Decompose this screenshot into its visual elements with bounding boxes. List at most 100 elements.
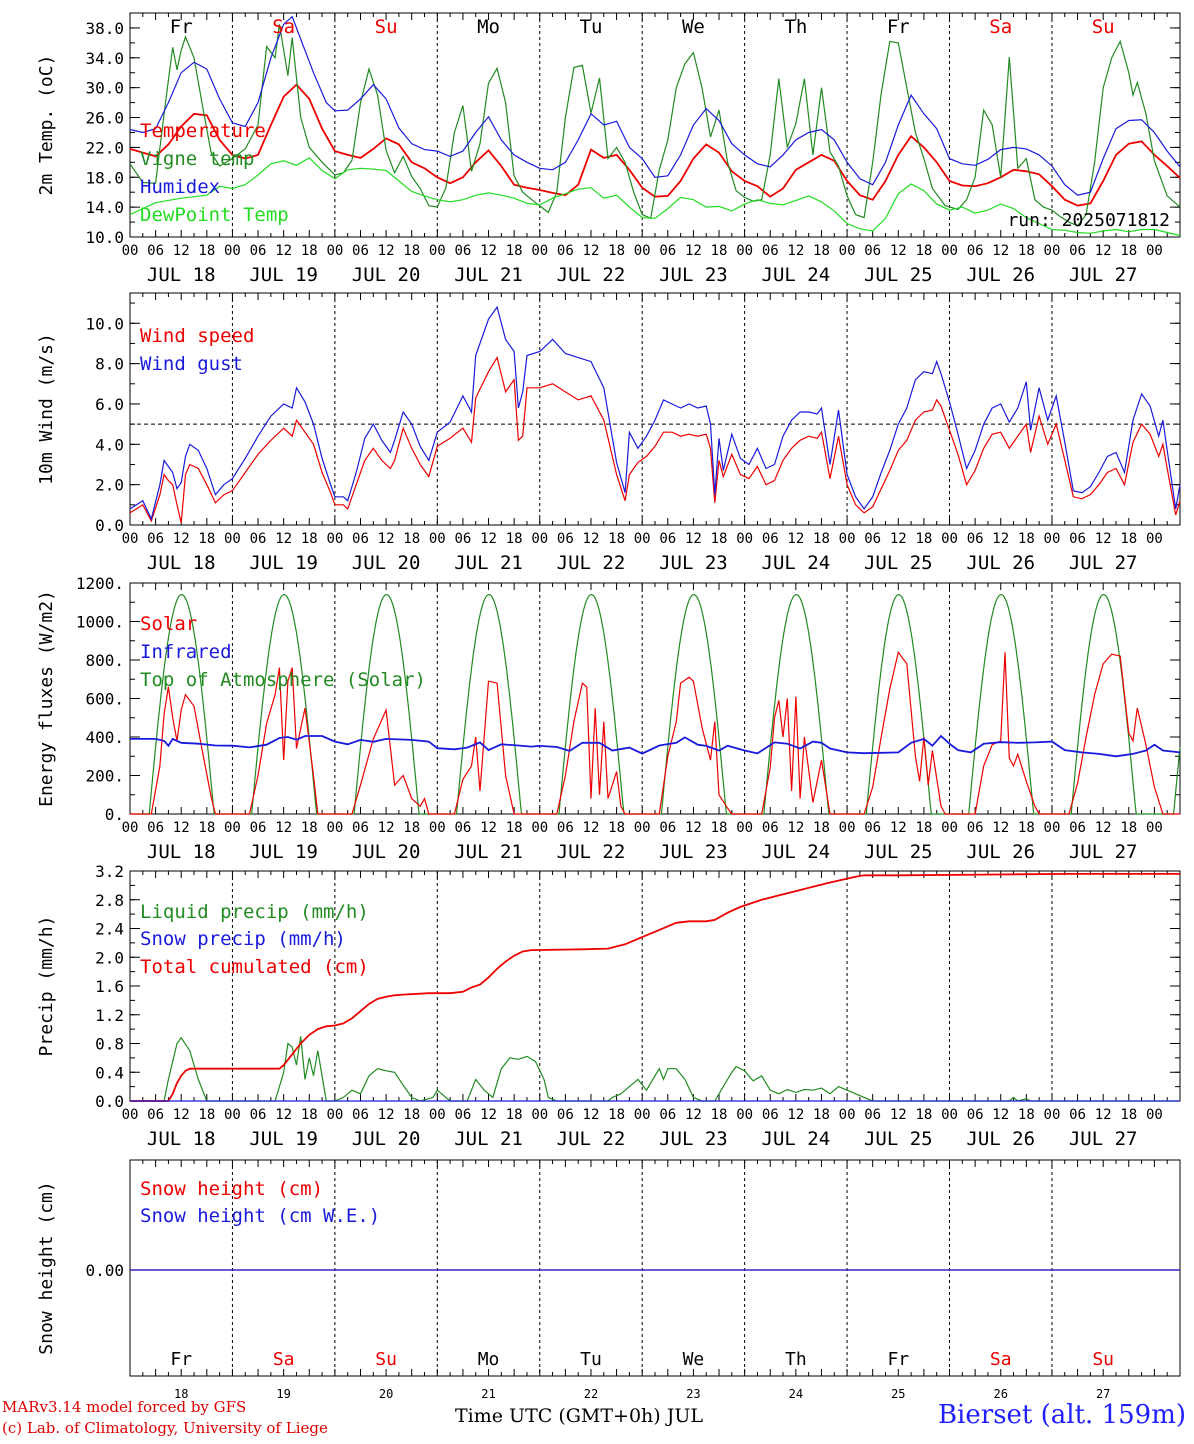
hour-label: 00: [1146, 531, 1163, 547]
hour-label: 18: [403, 243, 420, 259]
date-label: JUL 24: [762, 264, 831, 286]
hour-label: 06: [557, 531, 574, 547]
y-tick-label: 18.0: [85, 168, 124, 187]
legend-entry: Snow height (cm W.E.): [140, 1205, 380, 1227]
date-label: JUL 21: [454, 264, 523, 286]
hour-label: 00: [326, 243, 343, 259]
hour-label: 00: [736, 1107, 753, 1123]
date-label: JUL 26: [966, 1128, 1035, 1150]
hour-label: 12: [275, 243, 292, 259]
date-label: JUL 19: [249, 841, 318, 863]
hour-label: 06: [454, 531, 471, 547]
y-axis-title: Precip (mm/h): [36, 916, 57, 1057]
hour-label: 06: [250, 243, 267, 259]
hour-label: 06: [864, 531, 881, 547]
y-tick-label: 2.8: [95, 891, 124, 910]
series-vigne-temp: [129, 24, 1181, 227]
y-tick-label: 400.: [85, 728, 124, 747]
hour-label: 12: [378, 1107, 395, 1123]
date-label: JUL 20: [352, 1128, 421, 1150]
hour-label: 12: [1095, 243, 1112, 259]
weekday-label: Fr: [887, 16, 910, 38]
hour-label: 12: [992, 531, 1009, 547]
date-label: JUL 18: [147, 264, 216, 286]
day-number-label: 23: [686, 1387, 700, 1401]
date-label: JUL 27: [1069, 264, 1138, 286]
hour-label: 06: [352, 1107, 369, 1123]
y-tick-label: 0.0: [95, 516, 124, 535]
hour-label: 12: [992, 820, 1009, 836]
weekday-label: Sa: [990, 1349, 1012, 1370]
series-total-cumulated-cm-: [130, 873, 1180, 1102]
hour-label: 06: [147, 243, 164, 259]
lab-credit: (c) Lab. of Climatology, University of L…: [2, 1419, 328, 1437]
hour-label: 00: [122, 243, 139, 259]
hour-label: 12: [787, 531, 804, 547]
hour-label: 18: [506, 243, 523, 259]
hour-label: 00: [326, 1107, 343, 1123]
hour-label: 12: [583, 531, 600, 547]
hour-label: 18: [1120, 243, 1137, 259]
hour-label: 12: [787, 820, 804, 836]
hour-label: 12: [685, 243, 702, 259]
weekday-label: Mo: [478, 1349, 500, 1370]
hour-label: 18: [403, 820, 420, 836]
y-tick-label: 34.0: [85, 49, 124, 68]
hour-label: 06: [659, 243, 676, 259]
weekday-label: Su: [1092, 1349, 1114, 1370]
hour-label: 00: [429, 531, 446, 547]
hour-label: 18: [506, 531, 523, 547]
hour-label: 00: [224, 820, 241, 836]
hour-label: 12: [787, 1107, 804, 1123]
hour-label: 06: [147, 1107, 164, 1123]
hour-label: 00: [736, 531, 753, 547]
hour-label: 18: [1120, 531, 1137, 547]
date-label: JUL 27: [1069, 552, 1138, 574]
date-label: JUL 22: [557, 264, 626, 286]
hour-label: 12: [583, 820, 600, 836]
hour-label: 18: [1018, 531, 1035, 547]
hour-label: 12: [480, 820, 497, 836]
hour-label: 00: [941, 243, 958, 259]
date-label: JUL 19: [249, 264, 318, 286]
y-axis-title: 10m Wind (m/s): [36, 333, 57, 485]
hour-label: 06: [1069, 531, 1086, 547]
legend-entry: Solar: [140, 613, 197, 635]
y-tick-label: 2.4: [95, 920, 124, 939]
hour-label: 18: [403, 1107, 420, 1123]
hour-label: 12: [275, 1107, 292, 1123]
hour-label: 12: [378, 531, 395, 547]
y-tick-label: 22.0: [85, 138, 124, 157]
plot-frame: [129, 292, 1181, 526]
date-label: JUL 22: [557, 552, 626, 574]
hour-label: 00: [122, 1107, 139, 1123]
y-tick-label: 10.0: [85, 228, 124, 247]
hour-label: 18: [608, 1107, 625, 1123]
run-annotation: run: 2025071812: [1007, 210, 1170, 231]
y-tick-label: 10.0: [85, 314, 124, 333]
y-axis-title: 2m Temp. (oC): [36, 55, 57, 196]
hour-label: 12: [275, 820, 292, 836]
hour-label: 00: [122, 820, 139, 836]
hour-label: 18: [915, 820, 932, 836]
date-label: JUL 18: [147, 552, 216, 574]
hour-label: 06: [762, 1107, 779, 1123]
hour-label: 00: [839, 531, 856, 547]
y-tick-label: 800.: [85, 651, 124, 670]
hour-label: 06: [250, 531, 267, 547]
hour-label: 18: [198, 243, 215, 259]
hour-label: 06: [762, 243, 779, 259]
hour-label: 06: [250, 1107, 267, 1123]
date-label: JUL 22: [557, 841, 626, 863]
hour-label: 00: [429, 1107, 446, 1123]
hour-label: 18: [301, 243, 318, 259]
weekday-label: Sa: [272, 16, 295, 38]
hour-label: 18: [198, 1107, 215, 1123]
day-number-label: 20: [379, 1387, 393, 1401]
series-temperature: [129, 83, 1181, 207]
day-number-label: 19: [276, 1387, 290, 1401]
date-label: JUL 23: [659, 552, 728, 574]
y-tick-label: 2.0: [95, 948, 124, 967]
hour-label: 12: [275, 531, 292, 547]
